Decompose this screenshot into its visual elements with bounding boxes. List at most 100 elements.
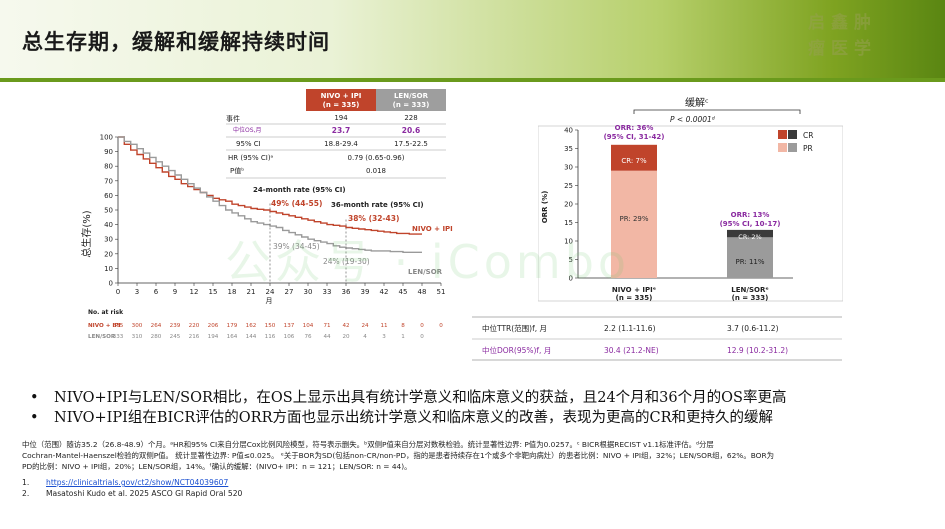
label-24-month: 24-month rate (95% CI) — [253, 186, 346, 194]
bullet-text: NIVO+IPI组在BICR评估的ORR方面也显示出统计学意义和临床意义的改善，… — [54, 410, 774, 426]
legend-swatch-nivo-pr — [778, 143, 787, 152]
len-cr-bar — [727, 229, 773, 238]
risk-count: 216 — [189, 334, 200, 340]
km-y-tick-label: 50 — [104, 207, 113, 215]
len-pr-bar — [727, 237, 773, 278]
orr-y-tick-label: 0 — [569, 275, 573, 283]
km-risk-table: 335 300 264 239 220 206 179 162 150 137 104 71 42 24 1… — [113, 323, 444, 340]
orr-chart: 缓解ᶜ P < 0.0001ᵈ 0 5 10 15 20 25 30 35 40 ORR (%)… — [538, 96, 843, 302]
orr-y-tick-label: 20 — [564, 201, 573, 209]
orr-y-tick-label: 25 — [564, 182, 573, 190]
km-x-tick-label: 39 — [361, 288, 370, 296]
risk-count: 1 — [401, 334, 405, 340]
header-band — [0, 0, 945, 78]
bullet-item: • NIVO+IPI组在BICR评估的ORR方面也显示出统计学意义和临床意义的改善… — [30, 410, 774, 426]
orr-bars — [611, 144, 773, 278]
table-row-label: 95% CI — [236, 140, 261, 148]
bullet-text: NIVO+IPI与LEN/SOR相比，在OS上显示出具有统计学意义和临床意义的获… — [54, 390, 787, 406]
km-line-nivo-ipi — [118, 136, 422, 235]
orr-y-tick-label: 5 — [569, 256, 573, 264]
legend-swatch-len-pr — [788, 143, 797, 152]
nivo-pr-label: PR: 29% — [619, 215, 648, 223]
nivo-header-cell — [306, 89, 376, 111]
risk-count: 333 — [113, 334, 124, 340]
risk-count: 0 — [439, 323, 443, 329]
reference-link[interactable]: https://clinicaltrials.gov/ct2/show/NCT0… — [46, 478, 229, 487]
km-y-tick-label: 10 — [104, 265, 113, 273]
orr-p-value: P < 0.0001ᵈ — [670, 115, 715, 124]
orr-bracket — [633, 109, 801, 114]
km-x-tick-label: 21 — [247, 288, 256, 296]
orr-y-tick-label: 10 — [564, 238, 573, 246]
len-24-rate: 39% (34-45) — [273, 242, 320, 251]
km-x-label: 月 — [266, 297, 273, 305]
risk-count: 220 — [189, 323, 200, 329]
dor-len: 12.9 (10.2-31.2) — [727, 346, 788, 355]
km-y-tick-label: 100 — [100, 134, 113, 142]
nivo-category-n: (n = 335) — [616, 294, 653, 302]
km-x-tick-label: 9 — [173, 288, 177, 296]
risk-count: 179 — [227, 323, 238, 329]
risk-count: 137 — [284, 323, 295, 329]
orr-y-tick-label: 40 — [564, 127, 573, 135]
len-orr-ci: (95% CI, 10-17) — [720, 220, 781, 228]
risk-nivo-label: NIVO + IPI — [88, 323, 121, 329]
risk-count: 206 — [208, 323, 219, 329]
orr-y-tick-label: 30 — [564, 164, 573, 172]
p-label: P值ᵇ — [230, 166, 244, 175]
risk-count: 194 — [208, 334, 219, 340]
table-row-label: 中位OS,月 — [233, 126, 261, 134]
nivo-36-rate: 38% (32-43) — [348, 214, 399, 223]
nivo-orr-ci: (95% CI, 31-42) — [604, 133, 665, 141]
legend-pr: PR — [803, 144, 813, 153]
risk-count: 164 — [227, 334, 238, 340]
len-cr-label: CR: 2% — [738, 233, 761, 241]
km-x-tick-label: 51 — [437, 288, 446, 296]
km-x-tick-label: 3 — [135, 288, 139, 296]
nivo-category: NIVO + IPIᵉ — [612, 286, 656, 294]
km-y-tick-label: 40 — [104, 221, 113, 229]
ttr-label: 中位TTR(范围)f, 月 — [482, 323, 547, 333]
brand-logo: 启鑫肿 瘤医学 — [808, 10, 928, 72]
risk-count: 0 — [420, 334, 424, 340]
km-x-tick-label: 36 — [342, 288, 351, 296]
km-x-tick-label: 42 — [380, 288, 389, 296]
km-y-tick-label: 60 — [104, 192, 113, 200]
nivo-header: NIVO + IPI — [321, 92, 362, 100]
risk-count: 71 — [323, 323, 331, 329]
ttr-len: 3.7 (0.6-11.2) — [727, 324, 779, 333]
watermark: 公众号 · iCombo — [225, 235, 631, 289]
km-y-tick-label: 20 — [104, 250, 113, 258]
legend-swatch-nivo-cr — [778, 130, 787, 139]
ttr-nivo: 2.2 (1.1-11.6) — [604, 324, 656, 333]
km-x-tick-label: 24 — [266, 288, 275, 296]
km-x-tick-label: 45 — [399, 288, 408, 296]
risk-count: 150 — [265, 323, 276, 329]
reference-text: Masatoshi Kudo et al. 2025 ASCO GI Rapid… — [46, 489, 243, 498]
nivo-header-n: (n = 335) — [323, 101, 360, 109]
nivo-orr-label: ORR: 36% — [615, 124, 654, 132]
km-y-label: 总生存(%) — [80, 210, 93, 257]
risk-count: 0 — [420, 323, 424, 329]
km-x-tick-label: 48 — [418, 288, 427, 296]
risk-count: 8 — [401, 323, 405, 329]
risk-count: 162 — [246, 323, 257, 329]
dor-nivo: 30.4 (21.2-NE) — [604, 346, 659, 355]
table-cell: 17.5-22.5 — [394, 140, 428, 148]
orr-y-label: ORR (%) — [541, 191, 549, 224]
table-row-label: 事件 — [226, 114, 240, 123]
header-divider — [0, 78, 945, 82]
km-y-tick-label: 80 — [104, 163, 113, 171]
km-x-tick-label: 15 — [209, 288, 218, 296]
logo-char: 鑫 — [831, 13, 854, 33]
len-orr-label: ORR: 13% — [731, 211, 770, 219]
logo-char: 瘤 — [808, 39, 831, 59]
risk-count: 104 — [303, 323, 314, 329]
reference-number: 1. — [22, 478, 30, 487]
km-y-tick-label: 90 — [104, 148, 113, 156]
km-summary-table: NIVO + IPI (n = 335) LEN/SOR (n = 333) 事… — [226, 89, 446, 179]
orr-frame — [538, 125, 843, 302]
risk-count: 335 — [113, 323, 124, 329]
risk-count: 76 — [304, 334, 312, 340]
